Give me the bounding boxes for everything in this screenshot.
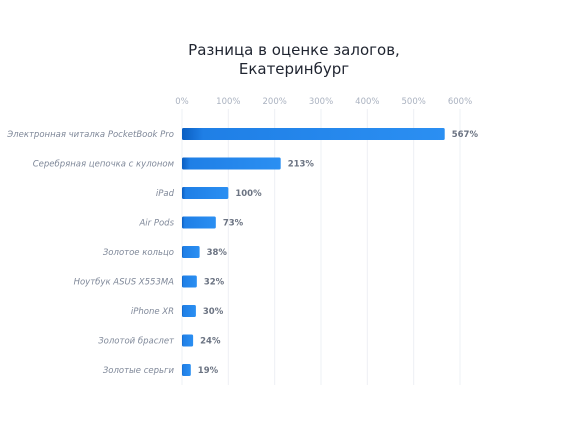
category-label: iPhone XR — [131, 307, 174, 317]
category-label: Золотое кольцо — [103, 248, 174, 258]
category-label: Серебряная цепочка с кулоном — [33, 160, 175, 170]
chart-title: Разница в оценке залогов, Екатеринбург — [188, 41, 400, 78]
category-label: iPad — [156, 189, 175, 199]
bar — [182, 246, 200, 258]
data-label: 19% — [198, 366, 219, 376]
chart-title-line-1: Разница в оценке залогов, — [188, 41, 400, 59]
bar — [182, 364, 191, 376]
x-tick-label: 400% — [355, 97, 379, 107]
data-label: 567% — [452, 130, 479, 140]
bar — [182, 216, 216, 229]
grid — [181, 109, 461, 385]
x-tick-label: 600% — [448, 97, 472, 107]
category-label: Ноутбук ASUS X553MA — [74, 278, 175, 288]
x-tick-label: 100% — [216, 97, 240, 107]
data-label: 30% — [203, 307, 224, 317]
category-labels: Электронная читалка PocketBook Pro Серебр… — [6, 130, 175, 376]
bar — [182, 187, 229, 199]
value-labels: 567% 213% 100% 73% 38% 32% 30% 24% 19% — [198, 130, 479, 376]
category-label: Электронная читалка PocketBook Pro — [6, 130, 174, 140]
category-label: Золотой браслет — [98, 337, 175, 347]
data-label: 100% — [235, 189, 262, 199]
category-label: Air Pods — [138, 219, 174, 229]
category-label: Золотые серьги — [103, 366, 175, 376]
bar — [182, 157, 281, 170]
bars — [182, 128, 445, 376]
data-label: 24% — [200, 337, 221, 347]
bar — [182, 305, 196, 317]
bar — [182, 275, 197, 288]
bar — [182, 128, 445, 140]
x-axis-ticks: 0% 100% 200% 300% 400% 500% 600% — [175, 97, 472, 107]
x-tick-label: 300% — [309, 97, 333, 107]
data-label: 213% — [288, 160, 315, 170]
chart-title-line-2: Екатеринбург — [239, 60, 349, 78]
data-label: 32% — [204, 278, 225, 288]
data-label: 38% — [207, 248, 228, 258]
x-tick-label: 500% — [402, 97, 426, 107]
data-label: 73% — [223, 219, 244, 229]
x-tick-label: 0% — [175, 97, 189, 107]
bar — [182, 334, 194, 347]
x-tick-label: 200% — [263, 97, 287, 107]
